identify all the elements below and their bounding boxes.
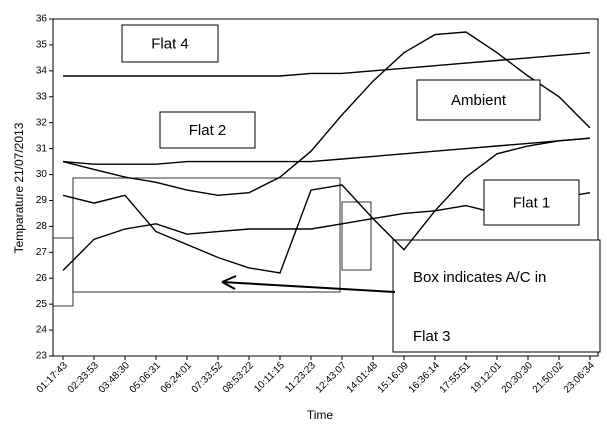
x-tick-label: 11:23:23: [283, 360, 318, 395]
x-tick-label: 23:06:34: [562, 360, 598, 396]
arrow-head: [221, 275, 237, 290]
x-tick-label: 16:36:14: [407, 360, 443, 396]
y-tick-label: 23: [36, 351, 48, 362]
x-tick-label: 02:33:53: [66, 360, 102, 396]
x-tick-label: 14:01:48: [345, 360, 381, 396]
y-tick-label: 31: [36, 143, 48, 154]
x-tick-label: 03:48:30: [97, 360, 133, 396]
ac-box: [341, 201, 372, 271]
x-tick-label: 06:24:01: [159, 360, 195, 396]
series-line: [62, 137, 591, 274]
x-tick-label: 10:11:15: [252, 360, 287, 395]
y-tick-label: 28: [36, 221, 48, 232]
x-axis-label: Time: [307, 408, 334, 422]
series-label: Flat 2: [189, 122, 227, 139]
y-tick-label: 24: [36, 325, 48, 336]
series-label: Flat 4: [151, 35, 189, 52]
x-tick-label: 01:17:43: [35, 360, 71, 396]
x-tick-label: 17:55:51: [438, 360, 474, 396]
series-line: [62, 31, 591, 197]
y-tick-label: 29: [36, 195, 48, 206]
y-tick-label: 26: [36, 273, 48, 284]
y-tick-label: 32: [36, 117, 48, 128]
series-label-box: [121, 24, 219, 63]
x-tick-label: 12:43:07: [314, 360, 350, 396]
series-label-box: [416, 79, 541, 121]
annotation-box: [392, 239, 601, 353]
ac-box: [52, 237, 74, 307]
x-tick-label: 19:12:01: [469, 360, 505, 396]
x-tick-label: 05:06:31: [128, 360, 164, 396]
arrow: [221, 281, 396, 293]
series-label: Ambient: [451, 92, 507, 109]
x-tick-label: 08:53:22: [221, 360, 257, 396]
ac-box: [72, 177, 341, 293]
x-tick-label: 21:50:02: [531, 360, 567, 396]
y-tick-label: 27: [36, 247, 48, 258]
x-tick-label: 20:30:30: [500, 360, 536, 396]
y-tick-label: 25: [36, 299, 48, 310]
series-label-box: [483, 179, 580, 226]
y-tick-label: 33: [36, 91, 48, 102]
series-line: [62, 137, 591, 165]
x-tick-label: 15:16:09: [376, 360, 412, 396]
y-tick-label: 30: [36, 169, 48, 180]
y-tick-label: 34: [36, 65, 48, 76]
series-label: Flat 3: [413, 328, 451, 345]
series-line: [63, 52, 591, 77]
series-label: Flat 1: [513, 194, 551, 211]
x-tick-label: 07:33:52: [190, 360, 226, 396]
plot-frame: [52, 18, 599, 357]
y-axis-label: Temparature 21/07/2013: [12, 122, 26, 253]
series-label-box: [159, 111, 256, 149]
y-tick-label: 36: [36, 14, 48, 25]
annotation: Box indicates A/C in: [413, 269, 546, 286]
y-tick-label: 35: [36, 40, 48, 51]
